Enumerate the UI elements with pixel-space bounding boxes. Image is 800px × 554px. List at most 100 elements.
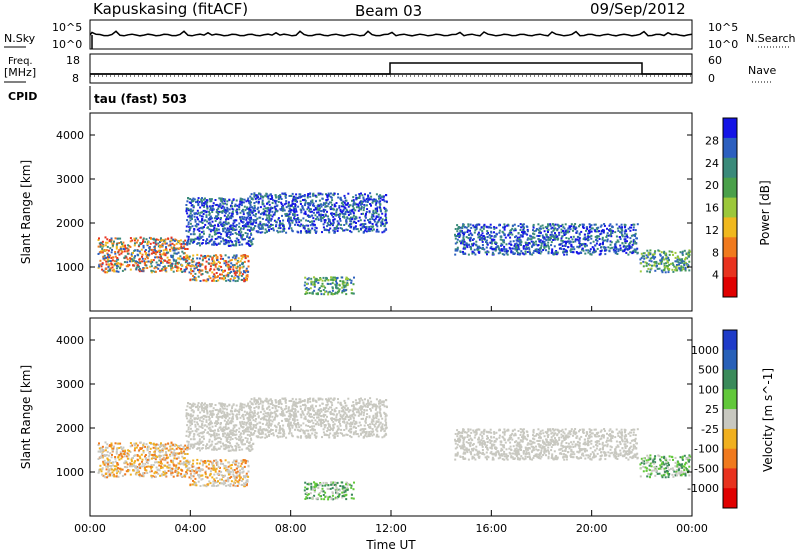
power-echo-cell [125,265,128,268]
velocity-echo-cell [230,475,233,478]
velocity-echo-cell [238,439,241,441]
velocity-echo-cell [126,457,129,460]
power-echo-cell [345,220,348,223]
velocity-echo-cell [222,483,225,486]
power-echo-cell [209,208,212,211]
power-echo-cell [539,227,542,230]
power-echo-cell [221,210,224,213]
power-echo-cell [197,275,200,278]
power-echo-cell [287,218,289,221]
power-echo-cell [235,233,238,236]
power-echo-cell [538,240,541,243]
power-echo-cell [120,252,123,255]
power-echo-cell [627,227,630,230]
velocity-echo-cell [198,466,201,469]
power-echo-cell [343,224,346,226]
power-echo-cell [130,255,133,258]
velocity-echo-cell [239,416,242,419]
power-echo-cell [609,247,612,250]
power-echo-cell [157,238,160,241]
power-echo-cell [521,235,524,238]
velocity-echo-cell [247,465,250,468]
velocity-echo-cell [161,448,164,451]
velocity-echo-cell [194,423,197,426]
velocity-echo-cell [223,467,226,470]
power-echo-cell [335,211,338,214]
power-echo-cell [343,194,346,197]
power-echo-cell [566,231,569,234]
power-echo-cell [316,205,319,208]
power-echo-cell [277,218,280,221]
power-echo-cell [232,279,235,282]
power-echo-cell [182,252,185,255]
power-echo-cell [321,282,324,285]
power-echo-cell [268,194,271,197]
velocity-echo-cell [132,464,135,467]
power-echo-cell [317,211,320,214]
power-echo-cell [259,220,262,223]
power-echo-cell [231,226,234,229]
power-echo-cell [122,241,125,244]
power-echo-cell [648,259,651,262]
power-echo-cell [231,243,234,246]
velocity-echo-cell [231,417,234,420]
power-echo-cell [237,205,240,208]
power-echo-cell [208,233,211,236]
velocity-echo-cell [139,465,141,468]
power-echo-cell [312,217,315,220]
velocity-echo-cell [219,482,221,485]
power-echo-cell [568,242,571,245]
power-echo-cell [377,213,380,216]
beam-title: Beam 03 [355,2,422,20]
power-echo-cell [242,265,245,268]
velocity-echo-cell [241,478,244,481]
velocity-echo-cell [232,470,235,473]
power-echo-cell [174,262,177,265]
power-echo-cell [193,239,195,242]
velocity-echo-cell [240,462,243,465]
velocity-echo-cell [175,464,178,467]
power-echo-cell [104,249,107,252]
velocity-echo-cell [115,448,118,451]
power-echo-cell [252,220,255,223]
power-echo-cell [245,218,248,221]
power-echo-cell [307,202,310,205]
power-echo-cell [310,282,313,285]
power-echo-cell [359,201,362,203]
power-echo-cell [666,267,669,269]
power-echo-cell [576,238,579,241]
power-echo-cell [481,239,484,242]
power-echo-cell [180,267,183,270]
power-echo-cell [275,220,277,223]
velocity-echo-cell [202,484,205,487]
power-echo-cell [520,244,522,246]
power-echo-cell [357,220,360,223]
power-echo-cell [187,262,189,265]
velocity-echo-cell [212,467,215,470]
velocity-echo-cell [115,452,118,455]
power-echo-cell [169,249,172,252]
velocity-echo-cell [187,467,189,470]
power-echo-cell [199,211,202,214]
velocity-echo-cell [175,465,177,468]
power-echo-cell [192,240,195,243]
power-echo-cell [456,224,459,227]
power-echo-cell [609,228,612,230]
velocity-echo-cell [115,475,118,478]
velocity-echo-cell [230,480,233,483]
power-echo-cell [204,197,206,200]
power-echo-cell [302,217,305,220]
velocity-echo-cell [229,464,232,467]
power-echo-cell [538,227,541,230]
power-echo-cell [122,245,125,248]
power-echo-cell [492,239,495,242]
power-echo-cell [350,292,353,295]
power-echo-cell [486,236,489,239]
velocity-echo-cell [241,466,244,469]
velocity-echo-cell [147,465,150,468]
power-echo-cell [591,227,594,230]
sky-noise-trace [89,30,693,37]
velocity-echo-cell [217,480,219,483]
power-echo-cell [189,222,192,225]
power-echo-cell [97,253,100,255]
